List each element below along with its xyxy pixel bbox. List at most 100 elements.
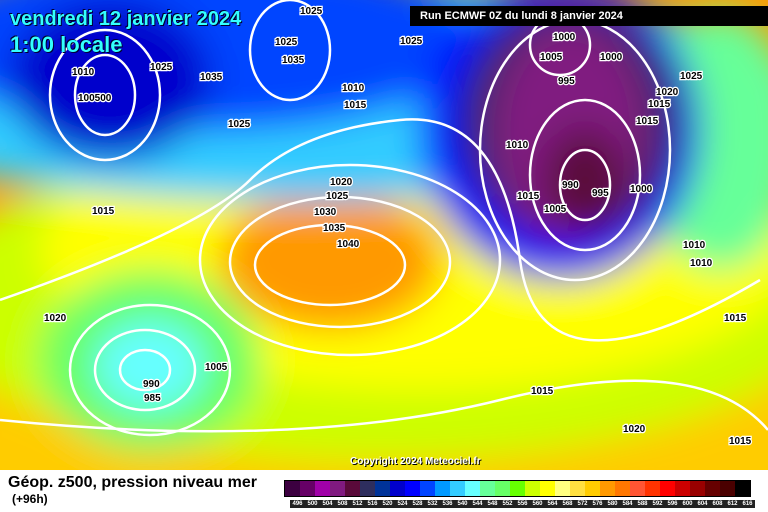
scale-swatch	[510, 481, 525, 496]
scale-swatch	[705, 481, 720, 496]
scale-label: 564	[545, 500, 560, 508]
scale-label: 504	[320, 500, 335, 508]
scale-swatch	[480, 481, 495, 496]
scale-label: 528	[410, 500, 425, 508]
color-scale	[284, 480, 751, 497]
scale-swatch	[735, 481, 750, 496]
scale-label: 572	[575, 500, 590, 508]
forecast-date: vendredi 12 janvier 2024	[10, 8, 242, 30]
forecast-time: 1:00 locale	[10, 32, 123, 57]
isobar-label: 100500	[78, 93, 112, 104]
scale-swatch	[390, 481, 405, 496]
scale-label: 552	[500, 500, 515, 508]
isobar-label: 1025	[400, 36, 423, 47]
scale-swatch	[300, 481, 315, 496]
isobar-label: 1025	[326, 191, 349, 202]
isobar-label: 1010	[72, 67, 95, 78]
isobar-label: 1035	[200, 72, 223, 83]
scale-label: 540	[455, 500, 470, 508]
scale-label: 532	[425, 500, 440, 508]
scale-label: 568	[560, 500, 575, 508]
scale-label: 588	[635, 500, 650, 508]
isobar-label: 1015	[531, 386, 554, 397]
scale-swatch	[555, 481, 570, 496]
isobar-label: 1030	[314, 207, 337, 218]
isobar-label: 1035	[282, 55, 305, 66]
isobar-label: 1000	[553, 32, 576, 43]
z500-field	[0, 0, 768, 470]
scale-label: 612	[725, 500, 740, 508]
isobar-label: 1025	[150, 62, 173, 73]
isobar-label: 1015	[92, 206, 115, 217]
scale-swatch	[495, 481, 510, 496]
copyright: Copyright 2024 Meteociel.fr	[350, 456, 481, 467]
run-label: Run ECMWF 0Z du lundi 8 janvier 2024	[410, 6, 768, 26]
isobar-label: 1000	[600, 52, 623, 63]
scale-label: 616	[740, 500, 755, 508]
scale-label: 596	[665, 500, 680, 508]
scale-swatch	[525, 481, 540, 496]
isobar-label: 1005	[544, 204, 567, 215]
isobar-label: 1020	[330, 177, 353, 188]
scale-label: 524	[395, 500, 410, 508]
isobar-label: 1010	[690, 258, 713, 269]
isobar-label: 990	[143, 379, 160, 390]
isobar-label: 1035	[323, 223, 346, 234]
isobar-label: 1015	[636, 116, 659, 127]
scale-swatch	[615, 481, 630, 496]
isobar-label: 1010	[683, 240, 706, 251]
scale-label: 592	[650, 500, 665, 508]
scale-label: 604	[695, 500, 710, 508]
isobar-label: 1005	[205, 362, 228, 373]
isobar-label: 1015	[648, 99, 671, 110]
isobar-label: 995	[558, 76, 575, 87]
scale-label: 536	[440, 500, 455, 508]
scale-swatch	[465, 481, 480, 496]
scale-swatch	[585, 481, 600, 496]
scale-label: 584	[620, 500, 635, 508]
footer: Géop. z500, pression niveau mer (+96h) 4…	[0, 470, 768, 512]
scale-swatch	[570, 481, 585, 496]
isobar-labels: 1025 1035 1025 1025 1035 1025 1010 1010 1015 1005…	[43, 5, 753, 449]
scale-swatch	[360, 481, 375, 496]
isobar-label: 1010	[506, 140, 529, 151]
scale-swatch	[540, 481, 555, 496]
scale-swatch	[720, 481, 735, 496]
scale-swatch	[645, 481, 660, 496]
isobar-label: 1015	[729, 436, 752, 447]
isobar-label: 1040	[337, 239, 360, 250]
scale-label: 512	[350, 500, 365, 508]
isobar-label: 1015	[724, 313, 747, 324]
color-scale-labels: 496 500 504 508 512 516 520 524 528 532 536 540 544 5…	[290, 500, 755, 508]
weather-map: 1025 1035 1025 1025 1035 1025 1010 1010 1015 1005…	[0, 0, 768, 470]
scale-swatch	[630, 481, 645, 496]
scale-swatch	[330, 481, 345, 496]
isobars	[0, 0, 768, 437]
scale-swatch	[315, 481, 330, 496]
scale-swatch	[375, 481, 390, 496]
scale-label: 500	[305, 500, 320, 508]
isobar-label: 1025	[228, 119, 251, 130]
isobar-label: 995	[592, 188, 609, 199]
chart-title: Géop. z500, pression niveau mer	[8, 474, 257, 491]
isobar-label: 1010	[342, 83, 365, 94]
isobar-label: 1020	[656, 87, 679, 98]
scale-swatch	[675, 481, 690, 496]
scale-swatch	[600, 481, 615, 496]
isobar-label: 990	[562, 180, 579, 191]
scale-label: 580	[605, 500, 620, 508]
scale-label: 508	[335, 500, 350, 508]
isobar-label: 1020	[44, 313, 67, 324]
scale-label: 576	[590, 500, 605, 508]
isobar-label: 1005	[540, 52, 563, 63]
scale-swatch	[435, 481, 450, 496]
scale-label: 516	[365, 500, 380, 508]
lead-time: (+96h)	[12, 492, 48, 506]
isobar-label: 1020	[623, 424, 646, 435]
scale-label: 560	[530, 500, 545, 508]
isobar-label: 1015	[344, 100, 367, 111]
scale-swatch	[405, 481, 420, 496]
scale-label: 548	[485, 500, 500, 508]
isobar-label: 1025	[680, 71, 703, 82]
scale-swatch	[690, 481, 705, 496]
